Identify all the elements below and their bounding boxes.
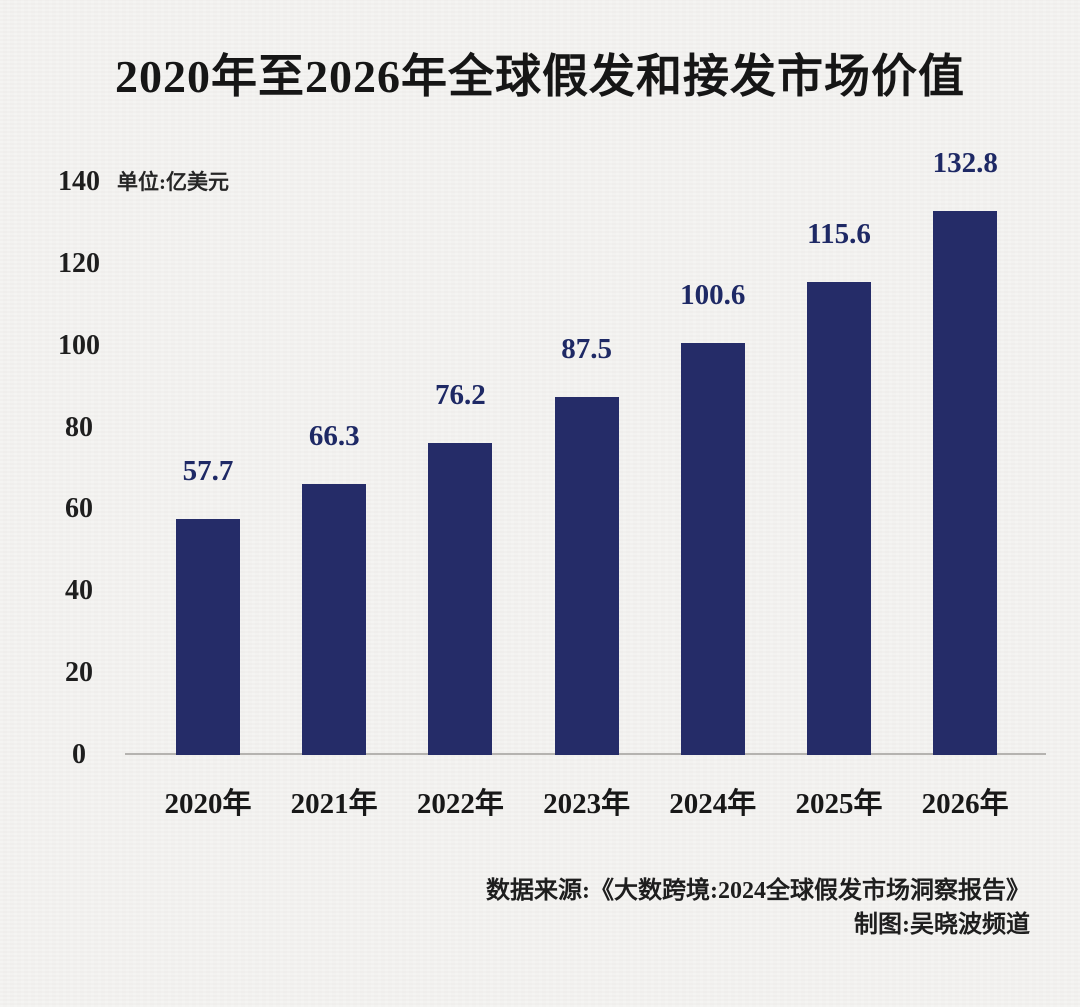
bar-value-label: 76.2 [435,379,486,412]
x-axis-label: 2022年 [416,788,504,820]
x-axis-label: 2025年 [795,788,883,820]
bar-2021年 [302,483,367,755]
credit-text: 制图:吴晓波频道 [854,912,1030,938]
unit-label: 单位:亿美元 [117,170,229,194]
bar-2026年 [933,211,998,755]
x-axis-label: 2020年 [164,788,252,820]
bar-2025年 [807,281,871,755]
y-axis-tick-label: 140 [58,166,100,197]
y-axis-tick-label: 40 [65,575,93,607]
x-axis-label: 2021年 [290,788,378,820]
bar-2023年 [554,396,619,755]
y-axis-tick-label: 0 [72,739,86,770]
bar-value-label: 66.3 [308,419,360,452]
bar-2022年 [428,443,493,755]
x-axis-label: 2026年 [921,788,1009,820]
bar-2020年 [176,518,240,755]
chart-title: 2020年至2026年全球假发和接发市场价值 [115,51,965,102]
y-axis-tick-label: 60 [65,493,93,525]
y-axis-tick-label: 120 [58,247,100,279]
bar-value-label: 100.6 [680,279,746,312]
y-axis-tick-label: 20 [65,657,93,689]
x-axis-label: 2024年 [669,788,757,820]
chart-footer: 数据来源:《大数跨境:2024全球假发市场洞察报告》 制图:吴晓波频道 [486,874,1030,942]
bar-value-label: 87.5 [561,332,612,365]
plot-area: 57.7 66.3 76.2 87.5 100.6 115.6 132.8 [125,147,1046,755]
bar-value-label: 115.6 [807,217,871,250]
bar-value-label: 57.7 [182,454,234,487]
y-axis-tick-label: 100 [58,329,100,361]
data-source-text: 数据来源:《大数跨境:2024全球假发市场洞察报告》 [486,878,1030,904]
x-axis-label: 2023年 [543,788,631,820]
bar-2024年 [680,343,745,755]
bar-value-label: 132.8 [932,147,998,180]
y-axis-tick-label: 80 [65,411,93,443]
